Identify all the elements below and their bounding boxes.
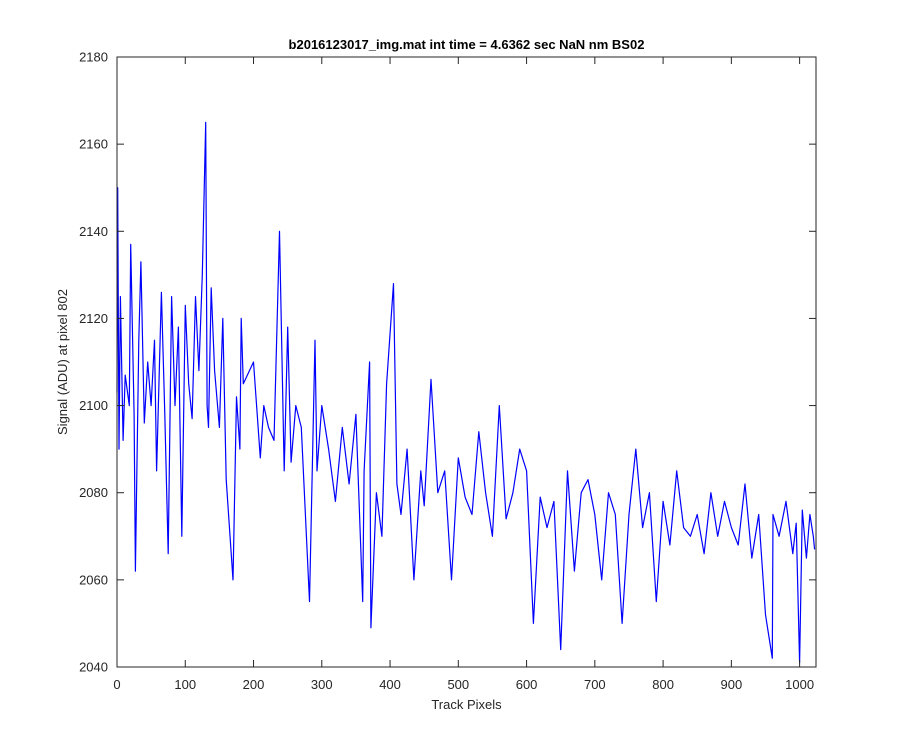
series-layer (116, 121, 816, 664)
chart-title: b2016123017_img.mat int time = 4.6362 se… (289, 37, 645, 52)
y-tick-label: 2060 (79, 572, 108, 587)
y-tick-label: 2160 (79, 137, 108, 152)
x-tick-label: 800 (652, 677, 674, 692)
y-tick-label: 2120 (79, 311, 108, 326)
y-tick-label: 2040 (79, 660, 108, 675)
y-tick-label: 2140 (79, 224, 108, 239)
x-tick-label: 100 (174, 677, 196, 692)
x-tick-label: 700 (584, 677, 606, 692)
x-tick-label: 200 (243, 677, 265, 692)
signal-series-line (116, 121, 816, 664)
x-tick-label: 500 (447, 677, 469, 692)
x-tick-label: 600 (516, 677, 538, 692)
y-tick-label: 2080 (79, 485, 108, 500)
y-tick-label: 2180 (79, 50, 108, 65)
x-tick-label: 300 (311, 677, 333, 692)
y-axis-title: Signal (ADU) at pixel 802 (55, 289, 70, 435)
x-axis-title: Track Pixels (431, 697, 502, 712)
x-tick-label: 900 (721, 677, 743, 692)
ticks-layer: 0 100 200 300 400 500 600 700 800 900 1000 2040 2060… (79, 50, 816, 692)
x-tick-label: 1000 (785, 677, 814, 692)
x-tick-label: 400 (379, 677, 401, 692)
x-tick-label: 0 (113, 677, 120, 692)
axes-box (116, 56, 817, 668)
y-tick-label: 2100 (79, 398, 108, 413)
